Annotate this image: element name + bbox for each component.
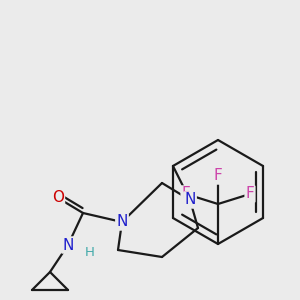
Text: N: N [62, 238, 74, 253]
Text: F: F [246, 187, 254, 202]
Text: N: N [116, 214, 128, 230]
Text: O: O [52, 190, 64, 206]
Text: H: H [85, 247, 95, 260]
Text: N: N [184, 193, 196, 208]
Text: F: F [182, 187, 190, 202]
Text: F: F [214, 169, 222, 184]
